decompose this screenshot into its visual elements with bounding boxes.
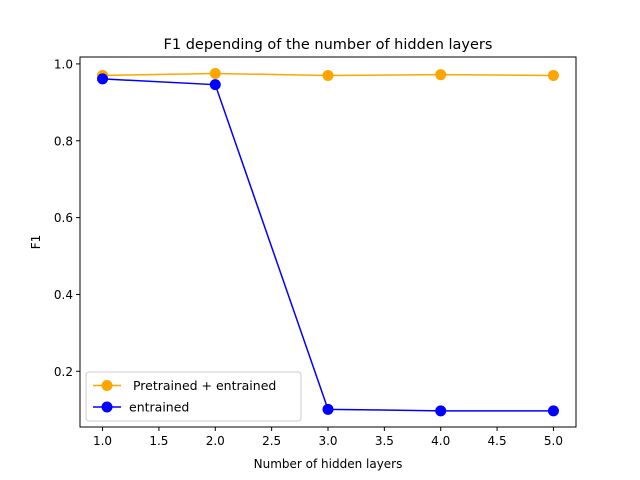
y-axis: 0.2 0.4 0.6 0.8 1.0: [54, 57, 80, 379]
x-tick-label: 2.5: [262, 434, 281, 448]
x-tick-label: 5.0: [544, 434, 563, 448]
y-tick-label: 0.8: [54, 134, 73, 148]
data-point: [435, 405, 447, 417]
data-point: [209, 68, 221, 80]
data-point: [322, 403, 334, 415]
x-tick-label: 4.0: [431, 434, 450, 448]
legend-marker: [101, 401, 113, 413]
y-tick-label: 1.0: [54, 57, 73, 71]
data-point: [547, 69, 559, 81]
legend-box: [85, 371, 302, 422]
data-point: [435, 69, 447, 81]
legend: Pretrained + entrained entrained: [85, 371, 302, 422]
y-tick-label: 0.4: [54, 288, 73, 302]
legend-label: entrained: [129, 400, 189, 415]
x-tick-label: 3.0: [318, 434, 337, 448]
data-point: [209, 79, 221, 91]
x-axis-label: Number of hidden layers: [254, 457, 403, 471]
y-axis-label: F1: [29, 235, 43, 250]
data-point: [547, 405, 559, 417]
legend-marker: [101, 380, 113, 391]
x-tick-label: 2.0: [206, 434, 225, 448]
x-tick-label: 1.5: [149, 434, 168, 448]
series-line-1: [102, 78, 554, 412]
y-tick-label: 0.2: [54, 365, 73, 379]
x-axis: 1.0 1.5 2.0 2.5 3.0 3.5 4.0 4.5 5.0: [93, 427, 563, 448]
data-point: [97, 73, 109, 85]
legend-label: Pretrained + entrained: [129, 378, 276, 393]
y-tick-label: 0.6: [54, 211, 73, 225]
x-tick-label: 3.5: [375, 434, 394, 448]
x-tick-label: 4.5: [488, 434, 507, 448]
chart-title: F1 depending of the number of hidden lay…: [164, 37, 493, 53]
x-tick-label: 1.0: [93, 434, 112, 448]
plot-area: [97, 68, 559, 417]
data-point: [322, 69, 334, 81]
